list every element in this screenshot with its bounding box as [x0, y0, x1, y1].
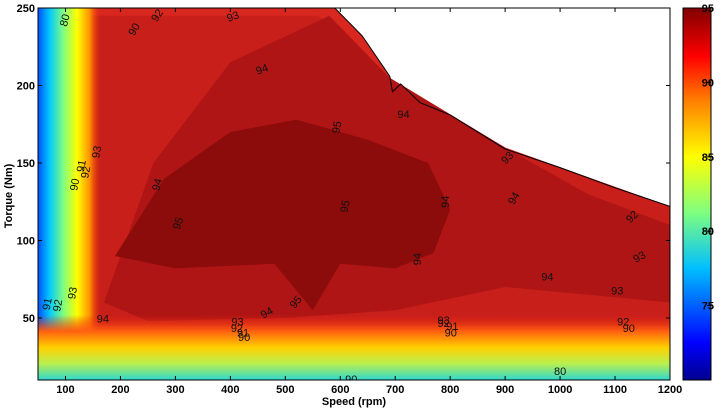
x-tick-label: 1200 [658, 384, 682, 396]
x-tick-label: 200 [111, 384, 129, 396]
contour-label: 92 [231, 323, 243, 335]
contour-label: 91 [41, 297, 55, 311]
contour-label: 94 [506, 190, 523, 207]
max-torque-curve [334, 8, 670, 207]
contour-label: 95 [339, 199, 353, 213]
x-tick-label: 600 [331, 384, 349, 396]
x-tick-label: 400 [221, 384, 239, 396]
contour-label: 94 [541, 272, 553, 284]
contour-label: 94 [97, 313, 109, 325]
contour-label: 93 [611, 286, 623, 298]
y-tick-label: 250 [17, 3, 35, 15]
colorbar-tick-label: 90 [702, 77, 714, 89]
contour-label: 90 [623, 323, 635, 335]
contour-label: 94 [254, 62, 270, 77]
contour-label: 92 [79, 165, 93, 179]
contour-label: 93 [437, 315, 449, 327]
x-tick-label: 300 [166, 384, 184, 396]
x-axis-title: Speed (rpm) [322, 396, 387, 408]
colorbar: 75 80 85 90 95 [682, 3, 714, 381]
contour-label: 80 [554, 366, 566, 378]
plot-frame [37, 7, 671, 381]
x-tick-label: 800 [441, 384, 459, 396]
contour-label: 93 [631, 249, 648, 266]
x-tick-label: 1000 [548, 384, 572, 396]
contour-label: 94 [412, 253, 424, 265]
y-axis-title: Torque (Nm) [3, 163, 15, 228]
x-axis-ticks: 100 200 300 400 500 600 700 800 900 1000 1100 1200 [56, 8, 682, 396]
contour-label: 94 [259, 305, 276, 322]
contour-label: 92 [437, 318, 449, 330]
contour-label: 90 [238, 332, 250, 344]
x-tick-label: 900 [496, 384, 514, 396]
contour-label: 94 [397, 109, 409, 121]
contour-label: 80 [58, 13, 73, 28]
contour-label: 91 [237, 327, 249, 339]
contour-label: 90 [68, 178, 82, 192]
contour-label: 94 [440, 196, 452, 208]
contour-label: 93 [225, 9, 241, 24]
contour-label: 90 [126, 21, 143, 38]
contour-label: 91 [75, 159, 89, 173]
y-tick-label: 150 [17, 158, 35, 170]
x-tick-label: 700 [386, 384, 404, 396]
contour-label: 94 [150, 177, 165, 192]
contour-label: 95 [330, 120, 344, 134]
x-tick-label: 500 [276, 384, 294, 396]
y-tick-label: 50 [23, 313, 35, 325]
colorbar-tick-label: 95 [702, 3, 714, 15]
x-tick-label: 1100 [603, 384, 627, 396]
contour-label: 93 [231, 317, 243, 329]
contour-label: 93 [90, 145, 104, 159]
x-tick-label: 100 [56, 384, 74, 396]
colorbar-gradient-bar [682, 7, 712, 381]
contour-label: 90 [345, 374, 357, 386]
low-torque-gradient [38, 314, 670, 380]
contour-label: 92 [51, 299, 65, 313]
contour-label: 93 [66, 286, 80, 300]
contour-label: 92 [149, 7, 166, 24]
y-tick-label: 200 [17, 81, 35, 93]
colorbar-tick-label: 85 [702, 152, 714, 164]
contour-label: 92 [617, 317, 629, 329]
y-axis-ticks: 50 100 150 200 250 [17, 3, 670, 325]
colorbar-tick-label: 80 [702, 226, 714, 238]
efficiency-band-95 [114, 119, 451, 311]
y-tick-label: 100 [17, 236, 35, 248]
contour-label: 90 [445, 327, 457, 339]
contour-label: 91 [446, 321, 458, 333]
colorbar-tick-label: 75 [702, 301, 714, 313]
contour-label: 95 [171, 216, 186, 232]
colorbar-ticks: 75 80 85 90 95 [702, 3, 714, 313]
